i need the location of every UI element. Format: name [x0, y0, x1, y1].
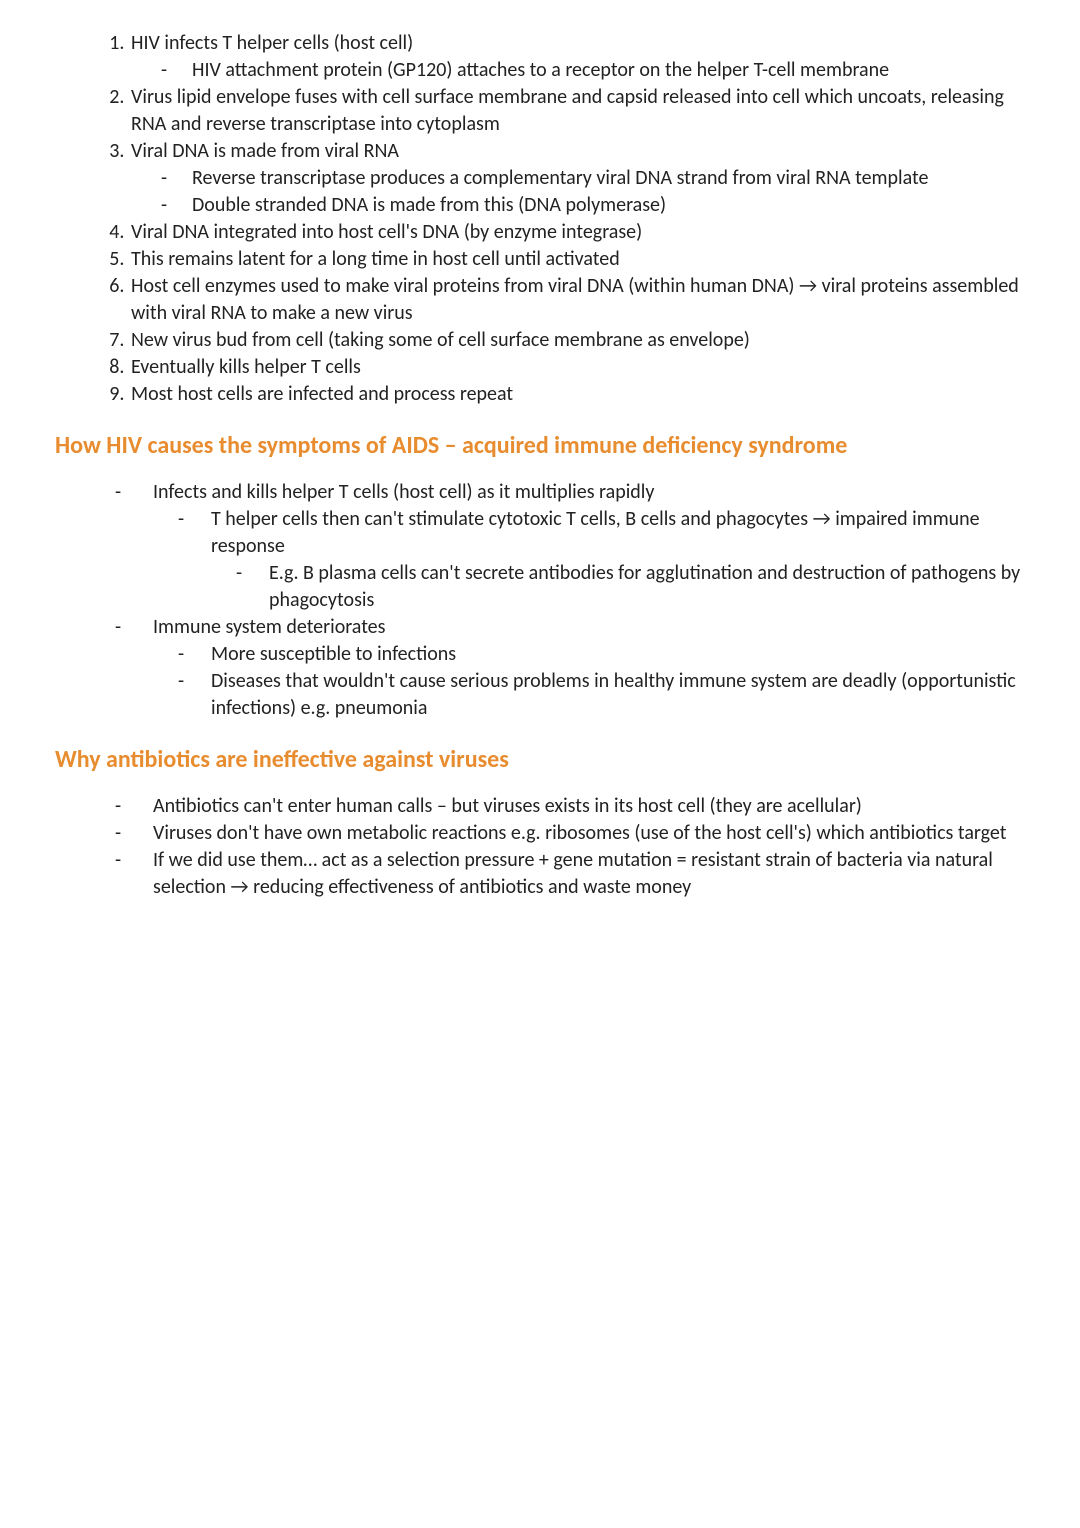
sub-item: Reverse transcriptase produces a complem… — [146, 165, 1025, 192]
bullet-text: Infects and kills helper T cells (host c… — [153, 480, 654, 504]
sub-list: Reverse transcriptase produces a complem… — [131, 165, 1025, 219]
list-item: Infects and kills helper T cells (host c… — [105, 479, 1025, 614]
hiv-replication-steps: HIV infects T helper cells (host cell) H… — [55, 30, 1025, 408]
antibiotics-list: Antibiotics can't enter human calls – bu… — [55, 793, 1025, 901]
list-item: HIV infects T helper cells (host cell) H… — [129, 30, 1025, 84]
step-text: Host cell enzymes used to make viral pro… — [131, 274, 1019, 325]
step-text: Eventually kills helper T cells — [131, 355, 361, 379]
heading-aids-symptoms: How HIV causes the symptoms of AIDS – ac… — [55, 430, 1025, 461]
sub-sub-list: E.g. B plasma cells can't secrete antibo… — [211, 560, 1025, 614]
sub-item: HIV attachment protein (GP120) attaches … — [146, 57, 1025, 84]
step-text: Virus lipid envelope fuses with cell sur… — [131, 85, 1004, 136]
step-text: Viral DNA is made from viral RNA — [131, 139, 399, 163]
list-item: Virus lipid envelope fuses with cell sur… — [129, 84, 1025, 138]
bullet-text: T helper cells then can't stimulate cyto… — [211, 507, 980, 558]
sub-list: T helper cells then can't stimulate cyto… — [153, 506, 1025, 614]
list-item: Viruses don't have own metabolic reactio… — [105, 820, 1025, 847]
step-text: HIV infects T helper cells (host cell) — [131, 31, 413, 55]
heading-antibiotics: Why antibiotics are ineffective against … — [55, 744, 1025, 775]
sub-item: More susceptible to infections — [163, 641, 1025, 668]
sub-list: HIV attachment protein (GP120) attaches … — [131, 57, 1025, 84]
step-text: Viral DNA integrated into host cell's DN… — [131, 220, 642, 244]
sub-sub-item: E.g. B plasma cells can't secrete antibo… — [221, 560, 1025, 614]
list-item: Viral DNA is made from viral RNA Reverse… — [129, 138, 1025, 219]
step-text: This remains latent for a long time in h… — [131, 247, 620, 271]
step-text: New virus bud from cell (taking some of … — [131, 328, 750, 352]
sub-item: Double stranded DNA is made from this (D… — [146, 192, 1025, 219]
list-item: Most host cells are infected and process… — [129, 381, 1025, 408]
list-item: This remains latent for a long time in h… — [129, 246, 1025, 273]
list-item: Eventually kills helper T cells — [129, 354, 1025, 381]
sub-item: Diseases that wouldn't cause serious pro… — [163, 668, 1025, 722]
bullet-text: Immune system deteriorates — [153, 615, 385, 639]
list-item: If we did use them… act as a selection p… — [105, 847, 1025, 901]
sub-item: T helper cells then can't stimulate cyto… — [163, 506, 1025, 614]
sub-list: More susceptible to infections Diseases … — [153, 641, 1025, 722]
aids-symptoms-list: Infects and kills helper T cells (host c… — [55, 479, 1025, 722]
list-item: Host cell enzymes used to make viral pro… — [129, 273, 1025, 327]
list-item: New virus bud from cell (taking some of … — [129, 327, 1025, 354]
list-item: Immune system deteriorates More suscepti… — [105, 614, 1025, 722]
list-item: Antibiotics can't enter human calls – bu… — [105, 793, 1025, 820]
step-text: Most host cells are infected and process… — [131, 382, 513, 406]
list-item: Viral DNA integrated into host cell's DN… — [129, 219, 1025, 246]
